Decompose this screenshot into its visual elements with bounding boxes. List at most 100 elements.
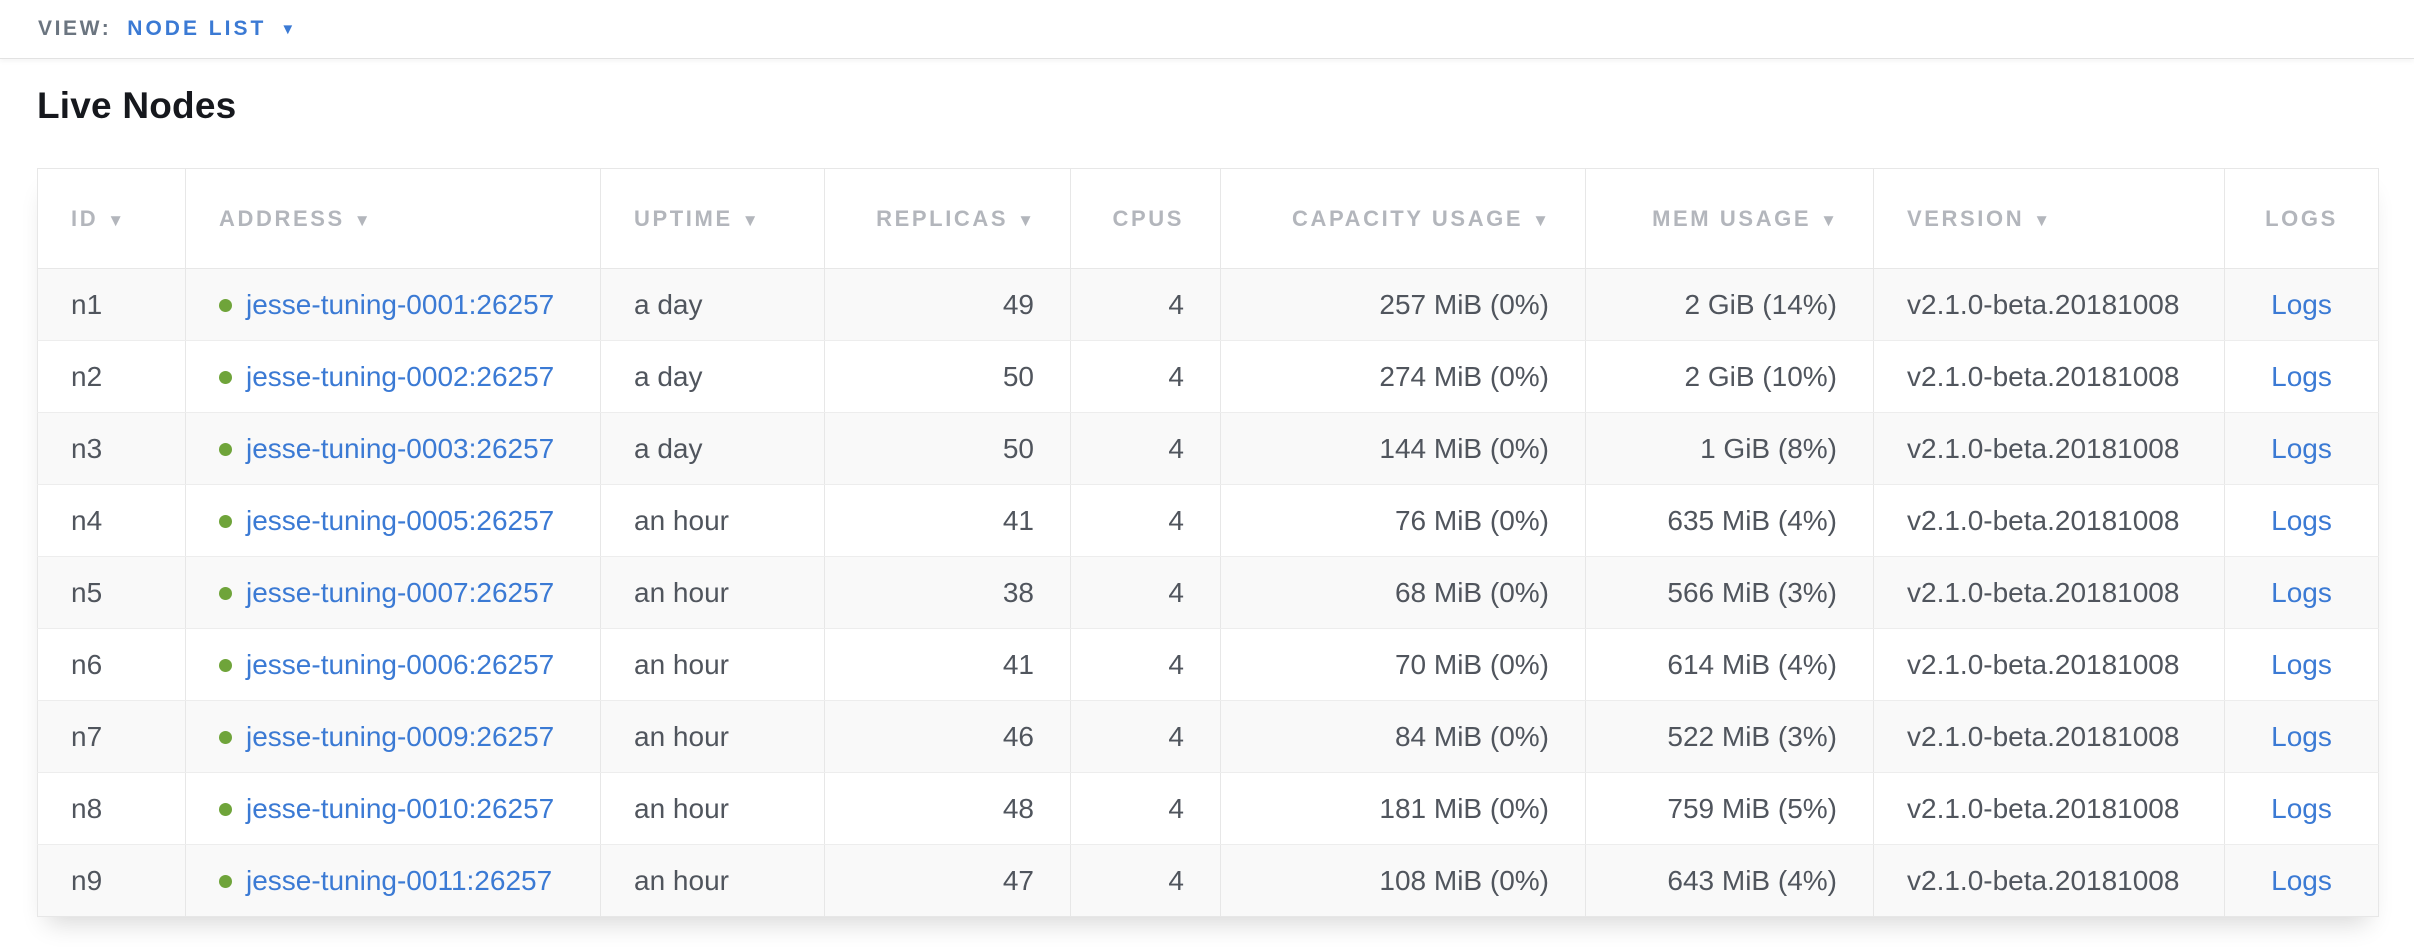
node-address-link[interactable]: jesse-tuning-0005:26257 — [246, 504, 555, 536]
node-live-status-dot-icon — [219, 442, 232, 456]
node-cpus-cell: 4 — [1070, 340, 1221, 413]
node-address-cell: jesse-tuning-0010:26257 — [185, 772, 601, 845]
node-address-link[interactable]: jesse-tuning-0011:26257 — [246, 864, 553, 896]
node-replicas-cell: 48 — [824, 772, 1071, 845]
node-logs-link[interactable]: Logs — [2271, 648, 2332, 680]
column-header-label: VERSION — [1907, 205, 2025, 231]
node-cpus-cell: 4 — [1070, 556, 1221, 629]
node-cpus-cell: 4 — [1070, 700, 1221, 773]
node-replicas-cell: 50 — [824, 340, 1071, 413]
node-cpus-cell: 4 — [1070, 484, 1221, 557]
node-mem-usage-cell: 2 GiB (14%) — [1585, 268, 1874, 341]
column-header-label: MEM USAGE — [1652, 205, 1812, 231]
column-header-replicas[interactable]: REPLICAS ▼ — [824, 168, 1071, 269]
node-mem-usage-cell: 643 MiB (4%) — [1585, 844, 1874, 917]
node-id-cell: n8 — [37, 772, 186, 845]
node-address-link[interactable]: jesse-tuning-0006:26257 — [246, 648, 555, 680]
page-title: Live Nodes — [37, 85, 237, 126]
column-header-uptime[interactable]: UPTIME ▼ — [600, 168, 825, 269]
node-capacity-usage-cell: 257 MiB (0%) — [1220, 268, 1586, 341]
node-mem-usage-cell: 2 GiB (10%) — [1585, 340, 1874, 413]
node-logs-link[interactable]: Logs — [2271, 792, 2332, 824]
column-header-version[interactable]: VERSION ▼ — [1873, 168, 2225, 269]
column-header-id[interactable]: ID ▼ — [37, 168, 186, 269]
node-logs-link[interactable]: Logs — [2271, 720, 2332, 752]
node-capacity-usage-cell: 68 MiB (0%) — [1220, 556, 1586, 629]
view-selector-value: NODE LIST — [127, 17, 267, 40]
table-row: n6 jesse-tuning-0006:26257 an hour 41 4 … — [37, 628, 2379, 701]
node-replicas-cell: 47 — [824, 844, 1071, 917]
node-address-link[interactable]: jesse-tuning-0010:26257 — [246, 792, 555, 824]
node-address-link[interactable]: jesse-tuning-0001:26257 — [246, 288, 555, 320]
node-address-link[interactable]: jesse-tuning-0007:26257 — [246, 576, 555, 608]
node-mem-usage-cell: 635 MiB (4%) — [1585, 484, 1874, 557]
node-id-cell: n2 — [37, 340, 186, 413]
column-header-capacity-usage[interactable]: CAPACITY USAGE ▼ — [1220, 168, 1586, 269]
node-logs-link[interactable]: Logs — [2271, 504, 2332, 536]
column-header-label: CAPACITY USAGE — [1292, 205, 1524, 231]
node-address-link[interactable]: jesse-tuning-0009:26257 — [246, 720, 555, 752]
table-row: n8 jesse-tuning-0010:26257 an hour 48 4 … — [37, 772, 2379, 845]
node-uptime-cell: an hour — [600, 844, 825, 917]
node-version-cell: v2.1.0-beta.20181008 — [1873, 772, 2225, 845]
table-row: n3 jesse-tuning-0003:26257 a day 50 4 14… — [37, 412, 2379, 485]
node-capacity-usage-cell: 84 MiB (0%) — [1220, 700, 1586, 773]
node-logs-cell: Logs — [2224, 340, 2379, 413]
node-logs-link[interactable]: Logs — [2271, 288, 2332, 320]
node-address-link[interactable]: jesse-tuning-0002:26257 — [246, 360, 555, 392]
nodes-table-body: n1 jesse-tuning-0001:26257 a day 49 4 25… — [37, 268, 2379, 917]
sort-desc-icon: ▼ — [107, 210, 125, 230]
node-replicas-cell: 46 — [824, 700, 1071, 773]
node-cpus-cell: 4 — [1070, 412, 1221, 485]
node-capacity-usage-cell: 108 MiB (0%) — [1220, 844, 1586, 917]
node-cpus-cell: 4 — [1070, 844, 1221, 917]
column-header-mem-usage[interactable]: MEM USAGE ▼ — [1585, 168, 1874, 269]
node-logs-cell: Logs — [2224, 844, 2379, 917]
node-id-cell: n4 — [37, 484, 186, 557]
sort-desc-icon: ▼ — [1820, 210, 1837, 230]
node-logs-link[interactable]: Logs — [2271, 432, 2332, 464]
live-nodes-page: Live Nodes ID ▼ ADDRESS ▼ UPTIME ▼ REPLICAS… — [0, 85, 2414, 917]
column-header-cpus: CPUS — [1070, 168, 1221, 269]
node-uptime-cell: an hour — [600, 772, 825, 845]
view-selector-dropdown[interactable]: NODE LIST ▼ — [127, 17, 295, 41]
node-cpus-cell: 4 — [1070, 268, 1221, 341]
node-version-cell: v2.1.0-beta.20181008 — [1873, 268, 2225, 341]
table-row: n9 jesse-tuning-0011:26257 an hour 47 4 … — [37, 844, 2379, 917]
node-mem-usage-cell: 522 MiB (3%) — [1585, 700, 1874, 773]
node-capacity-usage-cell: 274 MiB (0%) — [1220, 340, 1586, 413]
node-live-status-dot-icon — [219, 874, 232, 888]
column-header-label: REPLICAS — [876, 205, 1009, 231]
node-replicas-cell: 49 — [824, 268, 1071, 341]
sort-desc-icon: ▼ — [2033, 210, 2051, 230]
node-uptime-cell: an hour — [600, 628, 825, 701]
node-live-status-dot-icon — [219, 730, 232, 744]
sort-desc-icon: ▼ — [1017, 210, 1034, 230]
node-id-cell: n9 — [37, 844, 186, 917]
chevron-down-icon: ▼ — [280, 20, 296, 38]
node-version-cell: v2.1.0-beta.20181008 — [1873, 700, 2225, 773]
node-uptime-cell: an hour — [600, 556, 825, 629]
column-header-address[interactable]: ADDRESS ▼ — [185, 168, 601, 269]
node-logs-link[interactable]: Logs — [2271, 576, 2332, 608]
node-address-cell: jesse-tuning-0003:26257 — [185, 412, 601, 485]
node-capacity-usage-cell: 70 MiB (0%) — [1220, 628, 1586, 701]
node-live-status-dot-icon — [219, 586, 232, 600]
column-header-label: ID — [71, 205, 99, 231]
node-logs-link[interactable]: Logs — [2271, 360, 2332, 392]
node-address-cell: jesse-tuning-0011:26257 — [185, 844, 601, 917]
node-id-cell: n1 — [37, 268, 186, 341]
node-live-status-dot-icon — [219, 370, 232, 384]
node-live-status-dot-icon — [219, 802, 232, 816]
sort-desc-icon: ▼ — [353, 210, 371, 230]
live-nodes-table-card: ID ▼ ADDRESS ▼ UPTIME ▼ REPLICAS ▼ CPUS CAPA… — [37, 168, 2379, 917]
node-cpus-cell: 4 — [1070, 772, 1221, 845]
node-mem-usage-cell: 614 MiB (4%) — [1585, 628, 1874, 701]
node-live-status-dot-icon — [219, 658, 232, 672]
node-cpus-cell: 4 — [1070, 628, 1221, 701]
node-mem-usage-cell: 566 MiB (3%) — [1585, 556, 1874, 629]
node-logs-link[interactable]: Logs — [2271, 864, 2332, 896]
table-row: n2 jesse-tuning-0002:26257 a day 50 4 27… — [37, 340, 2379, 413]
node-logs-cell: Logs — [2224, 484, 2379, 557]
node-address-link[interactable]: jesse-tuning-0003:26257 — [246, 432, 555, 464]
